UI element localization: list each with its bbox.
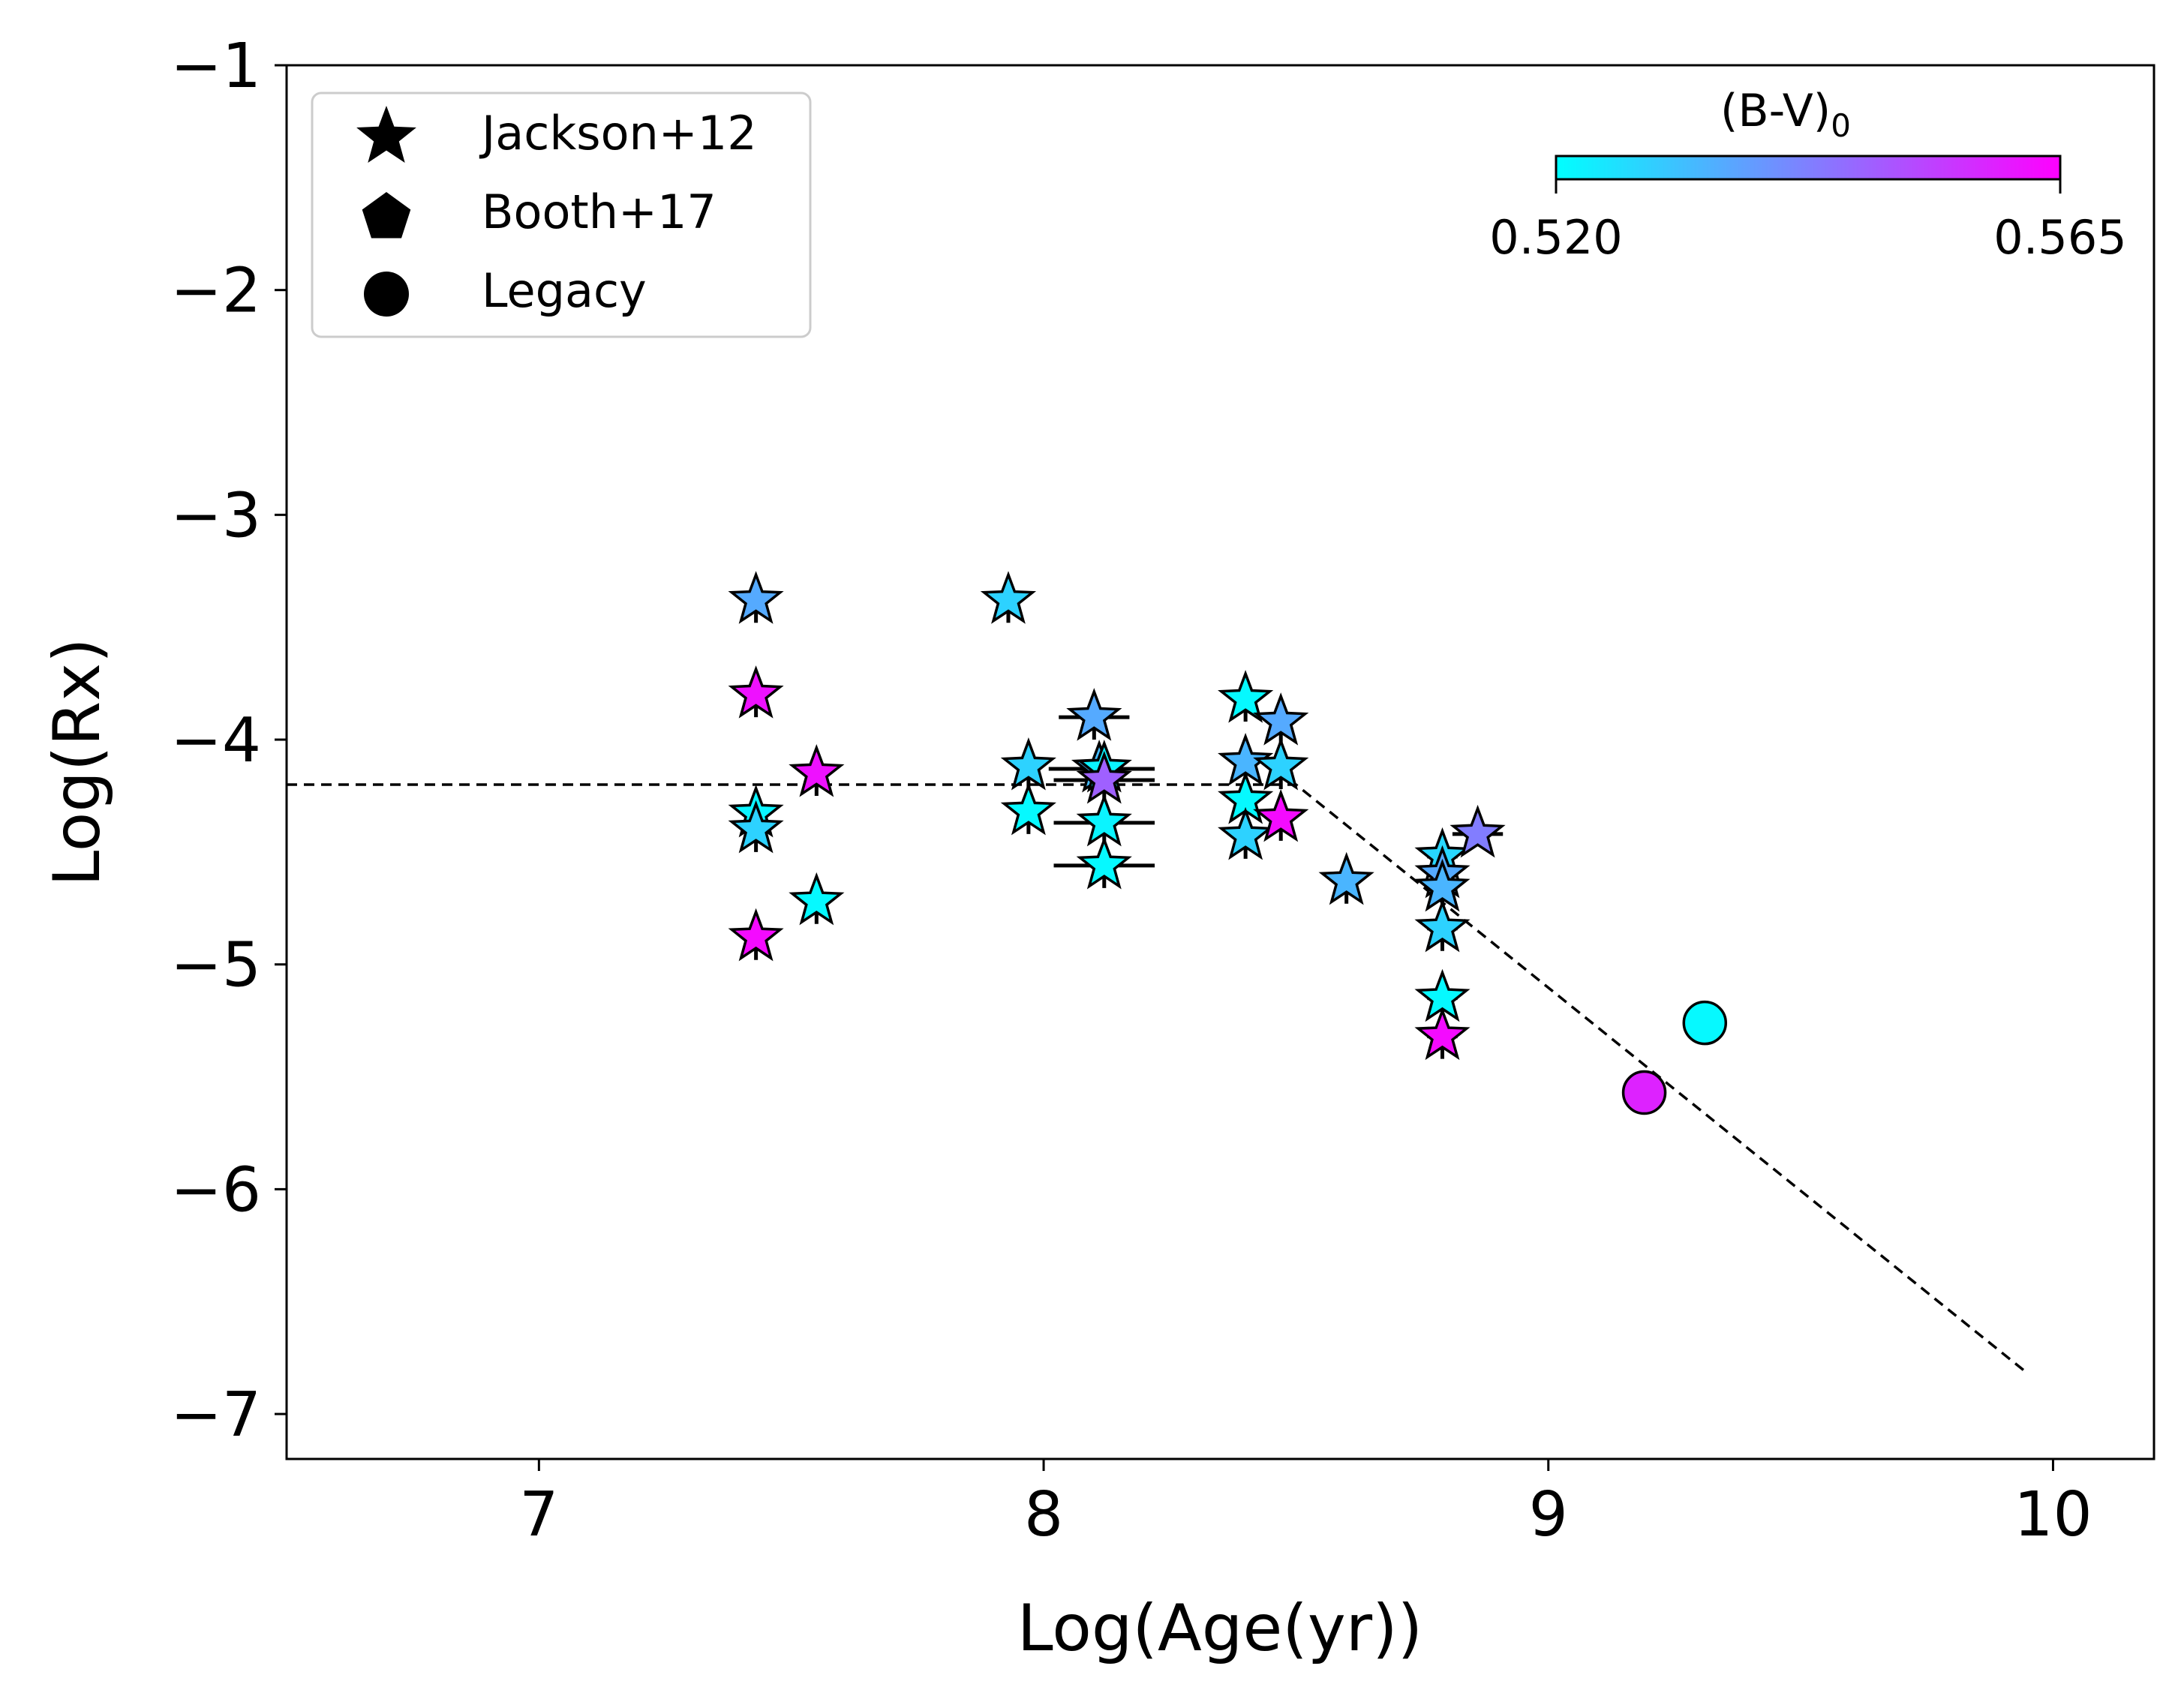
- x-tick-label: 8: [1024, 1479, 1063, 1550]
- legend: Jackson+12 Booth+17 Legacy: [311, 92, 812, 338]
- colorbar-label-subscript: 0: [1831, 107, 1851, 144]
- data-point-star: [1000, 782, 1056, 836]
- data-point-star: [1218, 806, 1274, 860]
- colorbar: (B-V)0 0.520 0.565: [1489, 85, 2127, 265]
- colorbar-min-label: 0.520: [1489, 210, 1623, 265]
- data-point-star: [1253, 692, 1309, 746]
- data-point-star: [980, 571, 1037, 624]
- data-point-star: [789, 744, 845, 797]
- data-point-star: [1253, 737, 1309, 791]
- x-tick-label: 7: [519, 1479, 558, 1550]
- data-point-star: [1318, 851, 1374, 905]
- y-tick-label: −1: [170, 31, 261, 102]
- data-point-star: [1076, 751, 1132, 804]
- data-point-star: [1076, 836, 1132, 890]
- data-point-star: [1414, 858, 1471, 912]
- y-tick-label: −2: [170, 256, 261, 327]
- y-tick-label: −7: [170, 1379, 261, 1451]
- plot-frame: [285, 64, 2155, 1460]
- x-axis-label: Log(Age(yr)): [1017, 1591, 1422, 1666]
- data-point-star: [1253, 788, 1309, 842]
- colorbar-label: (B-V)0: [1720, 85, 1851, 144]
- legend-label-legacy: Legacy: [482, 263, 647, 318]
- x-tick-label: 10: [2014, 1479, 2092, 1550]
- data-point-star: [728, 665, 784, 719]
- y-tick-label: −5: [170, 930, 261, 1001]
- data-point-star: [1449, 804, 1506, 858]
- data-point-star: [1414, 899, 1471, 953]
- colorbar-max-label: 0.565: [1993, 210, 2127, 265]
- data-point-star: [728, 800, 784, 854]
- legend-label-booth: Booth+17: [482, 185, 716, 239]
- data-point-circle: [1621, 1070, 1667, 1115]
- data-point-star: [1218, 670, 1274, 723]
- data-point-circle: [1682, 1000, 1728, 1046]
- colorbar-gradient: [1555, 155, 2062, 181]
- legend-pentagon-icon: [362, 192, 411, 239]
- y-axis-label: Log(Rx): [40, 638, 115, 886]
- data-point-star: [1414, 1007, 1471, 1061]
- data-point-star: [1066, 688, 1122, 741]
- data-point-star: [728, 571, 784, 624]
- y-tick-label: −4: [170, 705, 261, 776]
- colorbar-label-main: (B-V): [1720, 85, 1831, 137]
- legend-box: [311, 92, 812, 338]
- legend-star-icon: [356, 106, 416, 163]
- data-point-star: [789, 872, 845, 926]
- data-point-star: [1000, 737, 1056, 791]
- y-tick-label: −6: [170, 1154, 261, 1226]
- legend-circle-icon: [364, 272, 409, 317]
- data-point-star: [728, 908, 784, 962]
- y-tick-label: −3: [170, 480, 261, 551]
- data-point-star: [1076, 793, 1132, 847]
- legend-label-jackson: Jackson+12: [479, 106, 757, 161]
- x-tick-label: 9: [1529, 1479, 1568, 1550]
